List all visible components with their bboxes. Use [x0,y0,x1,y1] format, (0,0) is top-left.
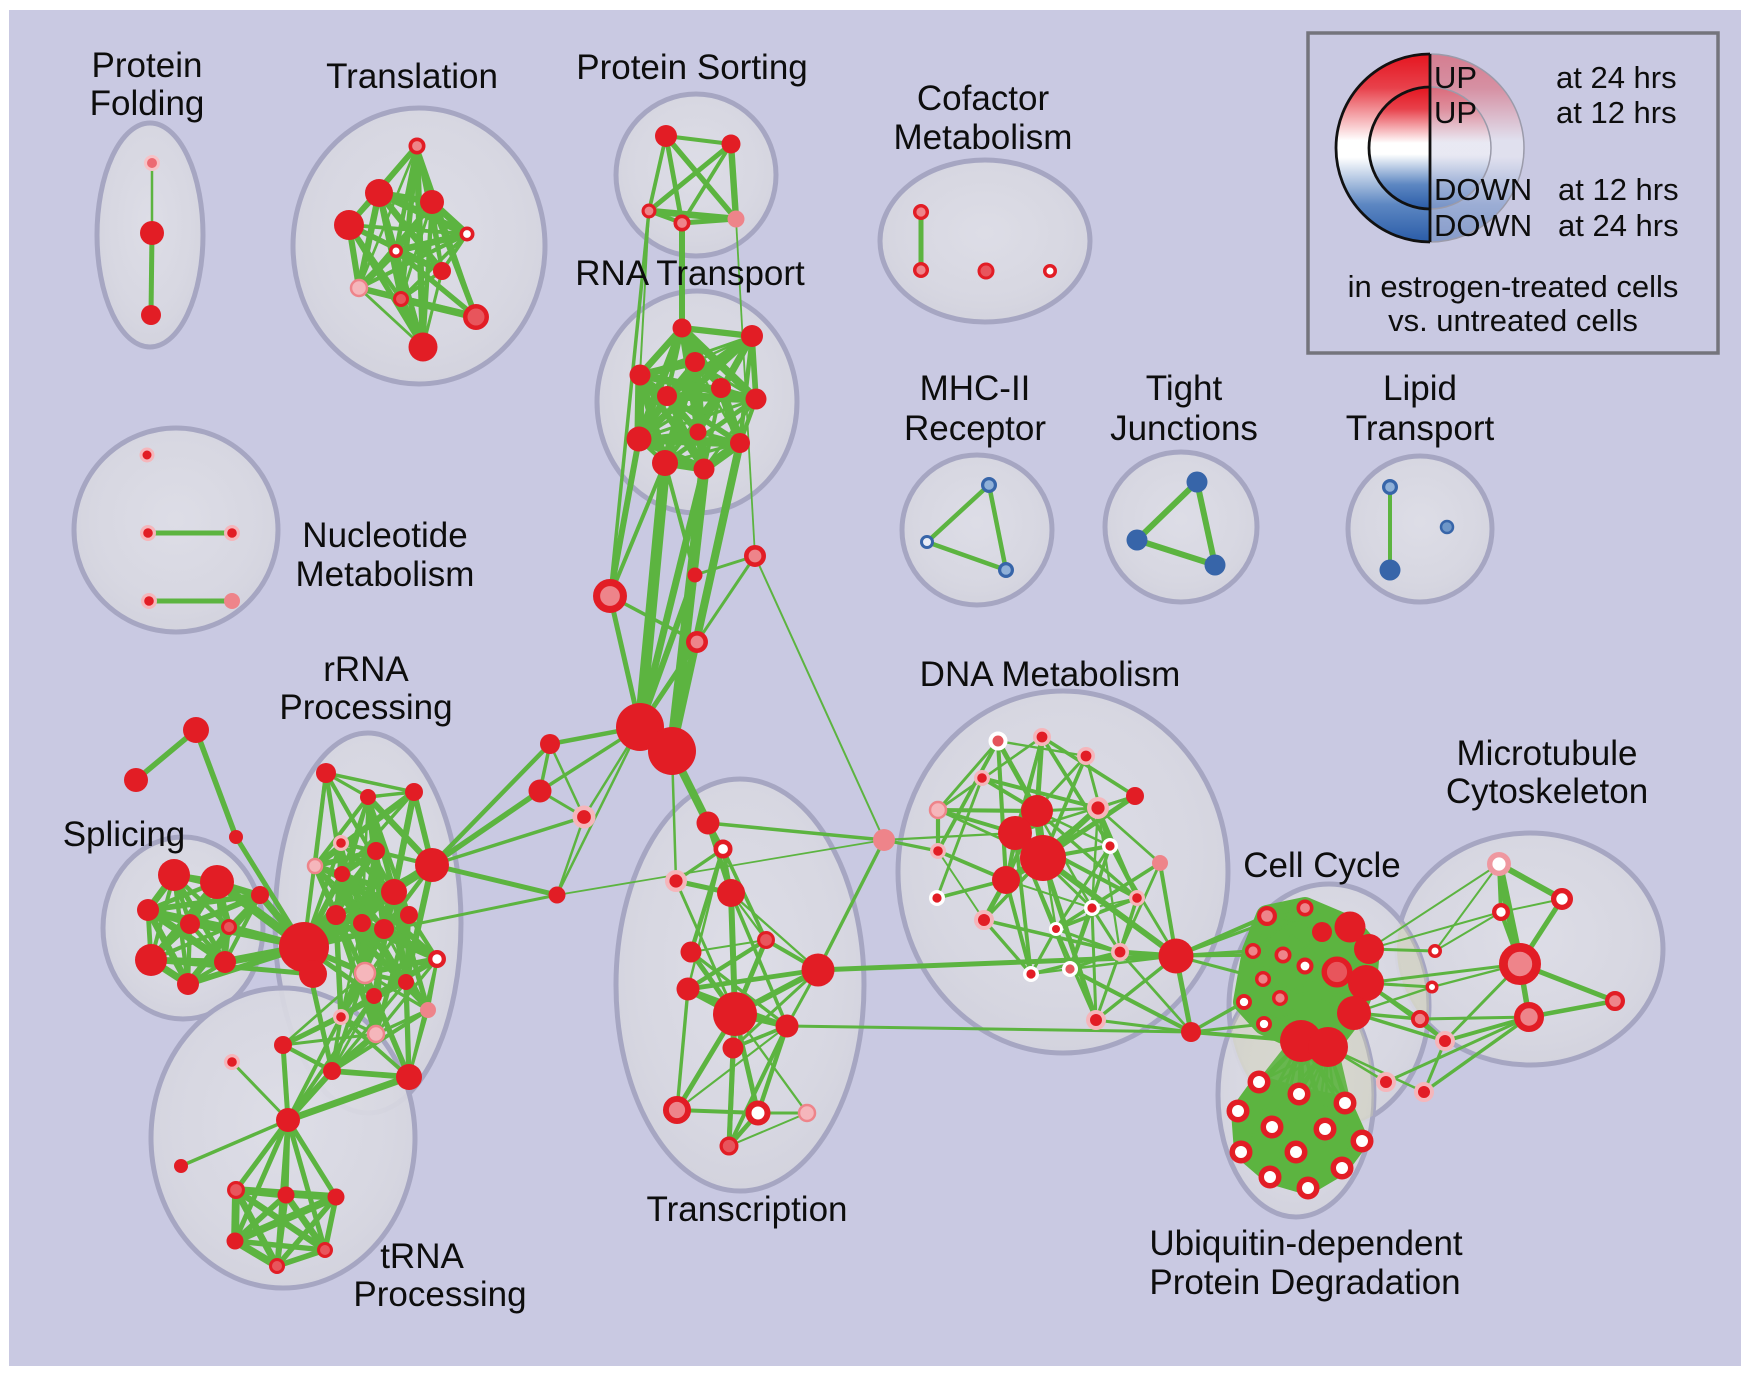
svg-text:at 24 hrs: at 24 hrs [1558,208,1679,243]
svg-text:Receptor: Receptor [904,409,1046,448]
svg-text:Metabolism: Metabolism [894,118,1073,157]
svg-text:Cell Cycle: Cell Cycle [1243,846,1401,885]
svg-text:DOWN: DOWN [1434,172,1532,207]
svg-text:in estrogen-treated cells: in estrogen-treated cells [1348,269,1679,304]
svg-text:RNA Transport: RNA Transport [575,254,805,293]
svg-text:at 12 hrs: at 12 hrs [1558,172,1679,207]
svg-text:Metabolism: Metabolism [296,555,475,594]
svg-text:UP: UP [1434,95,1477,130]
svg-text:Processing: Processing [279,688,452,727]
svg-text:Splicing: Splicing [63,815,186,854]
svg-text:rRNA: rRNA [323,650,409,689]
svg-text:Ubiquitin-dependent: Ubiquitin-dependent [1149,1224,1463,1263]
svg-text:Processing: Processing [353,1275,526,1314]
svg-text:Transport: Transport [1346,409,1495,448]
svg-text:Transcription: Transcription [647,1190,848,1229]
svg-text:MHC-II: MHC-II [920,369,1031,408]
svg-text:Junctions: Junctions [1110,409,1258,448]
svg-text:UP: UP [1434,60,1477,95]
svg-text:Tight: Tight [1146,369,1223,408]
svg-text:tRNA: tRNA [380,1237,464,1276]
svg-text:at 12 hrs: at 12 hrs [1556,95,1677,130]
svg-text:Protein Degradation: Protein Degradation [1149,1263,1460,1302]
svg-text:Microtubule: Microtubule [1457,734,1638,773]
svg-text:Protein Sorting: Protein Sorting [576,48,808,87]
svg-text:Folding: Folding [90,84,205,123]
svg-text:Translation: Translation [326,57,498,96]
svg-text:DNA Metabolism: DNA Metabolism [920,655,1181,694]
svg-text:Protein: Protein [92,46,203,85]
svg-text:Nucleotide: Nucleotide [302,516,467,555]
svg-text:DOWN: DOWN [1434,208,1532,243]
svg-text:Cofactor: Cofactor [917,79,1050,118]
svg-text:at 24 hrs: at 24 hrs [1556,60,1677,95]
svg-text:Cytoskeleton: Cytoskeleton [1446,772,1648,811]
svg-text:vs. untreated cells: vs. untreated cells [1388,303,1638,338]
svg-text:Lipid: Lipid [1383,369,1457,408]
